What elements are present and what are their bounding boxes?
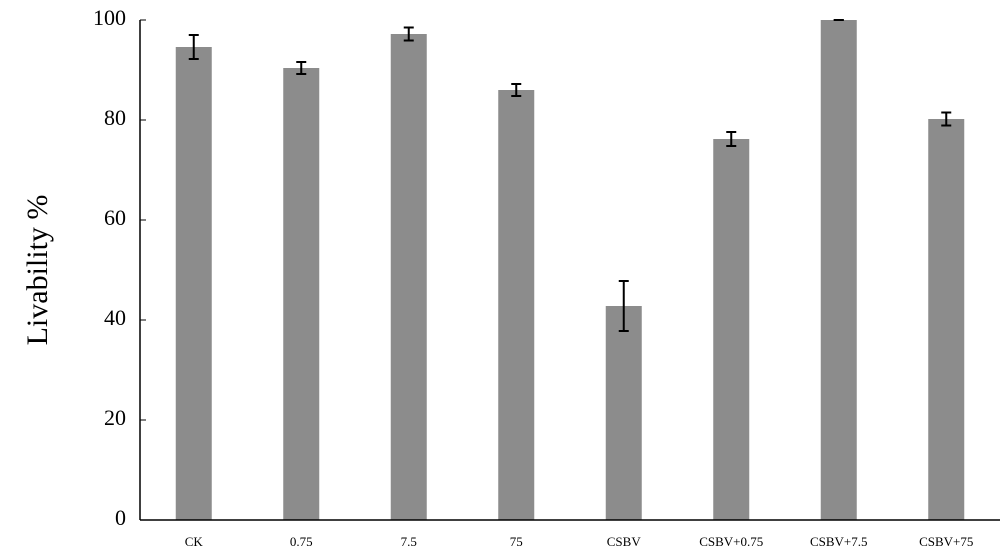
x-tick-label: CSBV	[607, 534, 642, 549]
error-bar	[511, 83, 522, 97]
bar	[283, 68, 320, 520]
y-tick-label: 0	[115, 505, 126, 530]
y-tick-label: 80	[104, 105, 126, 130]
bar	[390, 34, 427, 520]
error-bar	[188, 34, 199, 60]
bar	[820, 20, 857, 520]
bar	[175, 47, 212, 520]
error-bar	[618, 280, 629, 332]
y-tick-label: 60	[104, 205, 126, 230]
x-tick-label: CK	[185, 534, 204, 549]
error-bar	[726, 131, 737, 147]
x-tick-label: 0.75	[290, 534, 313, 549]
y-tick-label: 40	[104, 305, 126, 330]
x-tick-label: CSBV+75	[919, 534, 973, 549]
x-tick-label: CSBV+0.75	[699, 534, 763, 549]
bar	[498, 90, 535, 520]
error-bar	[403, 26, 414, 42]
error-bar	[941, 111, 952, 127]
x-tick-label: CSBV+7.5	[810, 534, 868, 549]
y-tick-label: 100	[93, 5, 126, 30]
x-tick-label: 75	[510, 534, 523, 549]
y-axis-label: Livability %	[21, 195, 54, 346]
x-tick-label: 7.5	[401, 534, 417, 549]
bar	[928, 119, 965, 520]
bar	[713, 139, 750, 520]
bar	[605, 306, 642, 520]
error-bar	[296, 61, 307, 75]
y-tick-label: 20	[104, 405, 126, 430]
